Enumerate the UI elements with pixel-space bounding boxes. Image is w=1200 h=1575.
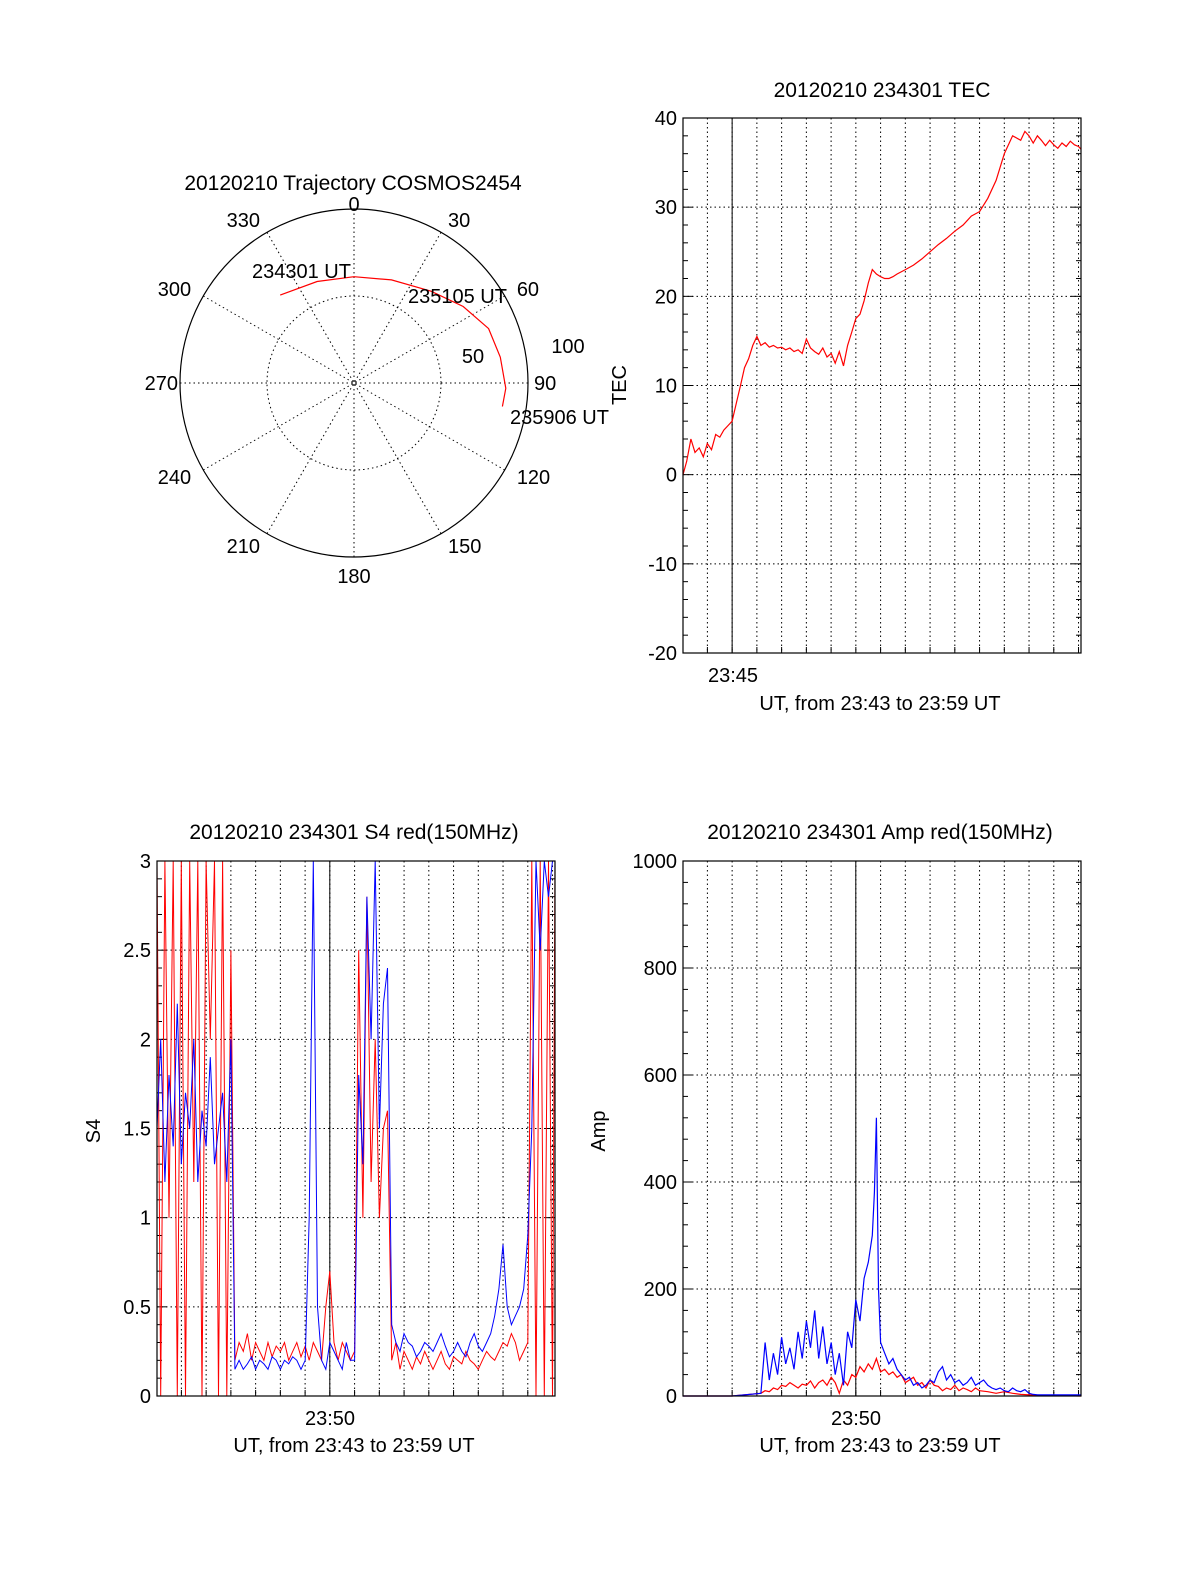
tec-x-tick-label: 23:45 (708, 665, 758, 687)
polar-azimuth-labels: 0 30 60 90 120 150 180 210 240 270 300 330 (145, 194, 557, 588)
polar-horizon-circle (179, 208, 529, 558)
amp-x-axis-label: UT, from 23:43 to 23:59 UT (759, 1435, 1000, 1457)
amp-red-series-line (683, 1356, 1082, 1397)
s4-y-tick-label: 1 (140, 1208, 151, 1230)
amp-y-tick-label: 600 (644, 1065, 677, 1087)
tec-x-axis-label: UT, from 23:43 to 23:59 UT (759, 693, 1000, 715)
amp-y-tick-label: 1000 (633, 851, 678, 873)
amp-y-tick-label: 200 (644, 1279, 677, 1301)
polar-azimuth-label: 30 (448, 210, 470, 232)
amp-grid (683, 861, 1081, 1396)
s4-y-tick-label: 3 (140, 851, 151, 873)
tec-y-tick-label: -20 (648, 643, 677, 665)
amp-ticks: 0 200 400 600 800 1000 (633, 851, 1081, 1408)
amp-blue-series-line (683, 1117, 1081, 1397)
polar-azimuth-label: 300 (158, 279, 191, 301)
amp-y-tick-label: 0 (666, 1386, 677, 1408)
polar-azimuth-label: 90 (534, 373, 556, 395)
tec-y-tick-label: -10 (648, 554, 677, 576)
polar-trajectory-line (279, 276, 507, 407)
tec-y-tick-label: 40 (655, 108, 677, 130)
polar-ring-label-100: 100 (551, 336, 584, 358)
polar-azimuth-label: 240 (158, 467, 191, 489)
amp-title: 20120210 234301 Amp red(150MHz) (707, 821, 1053, 844)
s4-y-tick-label: 2 (140, 1029, 151, 1051)
tec-ticks: -20 -10 0 10 20 30 40 (648, 108, 1081, 665)
s4-y-tick-label: 0.5 (123, 1297, 151, 1319)
amp-y-tick-label: 800 (644, 958, 677, 980)
tec-title: 20120210 234301 TEC (774, 79, 991, 102)
polar-ring-label-50: 50 (462, 346, 484, 368)
s4-y-tick-label: 0 (140, 1386, 151, 1408)
polar-azimuth-label: 150 (448, 536, 481, 558)
polar-azimuth-label: 180 (337, 566, 370, 588)
s4-x-tick-label: 23:50 (305, 1408, 355, 1430)
tec-y-tick-label: 20 (655, 286, 677, 308)
s4-red-series-line (156, 860, 556, 1397)
trajectory-mid-label: 235105 UT (408, 286, 507, 308)
tec-y-axis-label: TEC (609, 365, 631, 405)
amp-x-tick-label: 23:50 (831, 1408, 881, 1430)
polar-grid (180, 209, 528, 557)
amp-axes-frame (682, 860, 1082, 1397)
tec-plot: 20120210 234301 TEC -20 -10 0 10 20 30 40 23:4… (609, 79, 1082, 715)
s4-grid (157, 861, 555, 1396)
amp-plot: 20120210 234301 Amp red(150MHz) 0 200 400 6… (588, 821, 1082, 1457)
tec-y-tick-label: 0 (666, 465, 677, 487)
polar-azimuth-label: 60 (517, 279, 539, 301)
polar-azimuth-label: 330 (227, 210, 260, 232)
tec-y-tick-label: 10 (655, 376, 677, 398)
polar-elevation-circle (266, 295, 442, 471)
polar-azimuth-label: 120 (517, 467, 550, 489)
amp-y-tick-label: 400 (644, 1172, 677, 1194)
s4-x-axis-label: UT, from 23:43 to 23:59 UT (233, 1435, 474, 1457)
polar-azimuth-label: 0 (348, 194, 359, 216)
trajectory-start-label: 234301 UT (252, 261, 351, 283)
tec-axes-frame (682, 117, 1082, 654)
tec-grid (683, 118, 1081, 653)
s4-axes-frame (156, 860, 556, 1397)
s4-title: 20120210 234301 S4 red(150MHz) (189, 821, 518, 844)
amp-y-axis-label: Amp (588, 1110, 610, 1151)
polar-azimuth-label: 270 (145, 373, 178, 395)
trajectory-end-label: 235906 UT (510, 407, 609, 429)
polar-title: 20120210 Trajectory COSMOS2454 (184, 172, 522, 195)
tec-y-tick-label: 30 (655, 197, 677, 219)
s4-y-axis-label: S4 (83, 1119, 105, 1143)
s4-y-tick-label: 1.5 (123, 1119, 151, 1141)
tec-series-line (682, 130, 1082, 475)
s4-plot: 20120210 234301 S4 red(150MHz) 0 0.5 1 1.5 2… (83, 821, 556, 1457)
s4-blue-series-line (156, 860, 555, 1372)
polar-azimuth-label: 210 (227, 536, 260, 558)
polar-trajectory-plot: 20120210 Trajectory COSMOS2454 0 30 60 90 12… (145, 172, 609, 588)
s4-y-tick-label: 2.5 (123, 940, 151, 962)
